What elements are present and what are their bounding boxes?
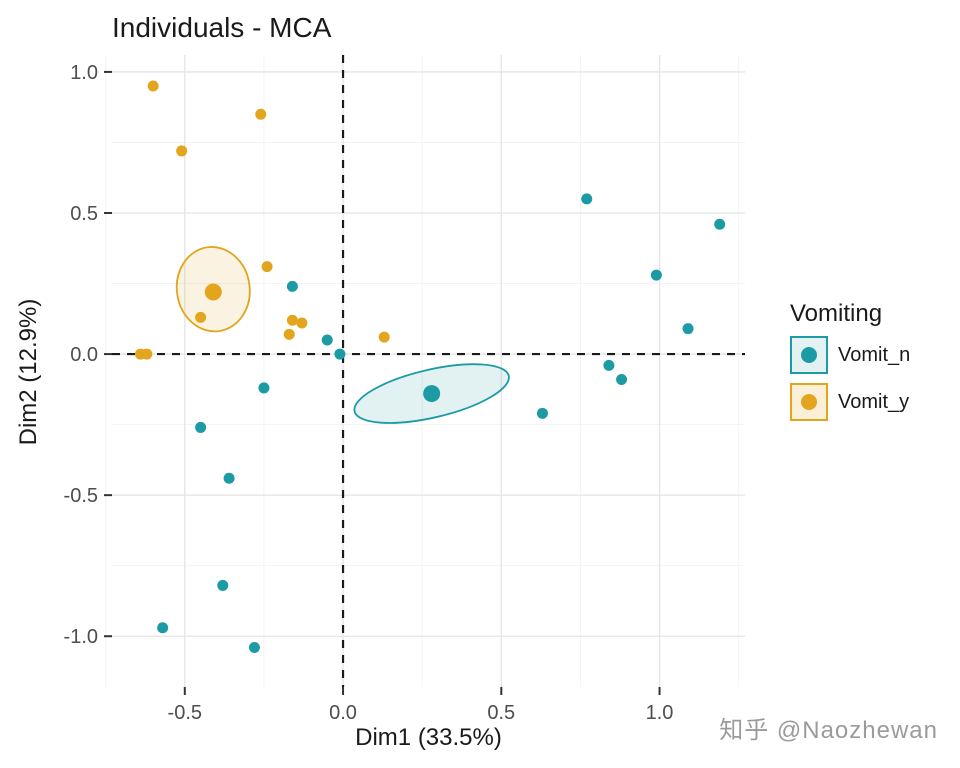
point-vomit_y [176, 145, 188, 157]
watermark: 知乎 @Naozhewan [719, 717, 938, 744]
legend-label: Vomit_y [838, 390, 910, 413]
point-vomit_n [581, 193, 593, 205]
x-tick-label: 0.5 [487, 702, 515, 724]
point-vomit_n [223, 472, 235, 484]
point-vomit_n [682, 323, 694, 335]
point-vomit_n [157, 622, 169, 634]
y-tick-label: -0.5 [64, 485, 98, 507]
point-vomit_n [321, 334, 333, 346]
point-vomit_y [296, 317, 308, 329]
point-vomit_n [217, 579, 229, 591]
legend-title: Vomiting [790, 300, 883, 327]
point-vomit_n [286, 280, 298, 292]
legend-items: Vomit_n Vomit_y [790, 336, 910, 421]
point-vomit_y [261, 261, 273, 273]
legend-dot-icon [801, 394, 817, 410]
point-vomit_y [283, 328, 295, 340]
point-vomit_n [714, 218, 726, 230]
x-tick-label: 0.0 [329, 702, 357, 724]
legend-key-vomit_y [790, 383, 828, 421]
x-axis-title: Dim1 (33.5%) [355, 724, 502, 751]
legend-dot-icon [801, 347, 817, 363]
y-tick-label: 0.0 [70, 344, 98, 366]
point-vomit_n [334, 348, 346, 360]
x-tick-label: 1.0 [646, 702, 674, 724]
y-tick-label: 1.0 [70, 62, 98, 84]
y-tick-label: 0.5 [70, 203, 98, 225]
y-tick-label: -1.0 [64, 626, 98, 648]
point-vomit_y [141, 348, 153, 360]
point-vomit_y [286, 314, 298, 326]
legend-item-vomit_n: Vomit_n [790, 336, 910, 374]
point-vomit_n [195, 421, 207, 433]
centroid-vomit_n [423, 385, 441, 403]
legend-label: Vomit_n [838, 343, 911, 366]
point-vomit_n [616, 373, 628, 385]
point-vomit_n [650, 269, 662, 281]
chart-title: Individuals - MCA [112, 12, 332, 43]
legend-key-vomit_n [790, 336, 828, 374]
x-tick-label: -0.5 [168, 702, 202, 724]
point-vomit_n [248, 642, 260, 653]
point-vomit_n [603, 359, 615, 371]
point-vomit_y [147, 80, 159, 92]
point-vomit_n [258, 382, 270, 394]
point-vomit_y [195, 311, 207, 323]
point-vomit_y [255, 108, 267, 120]
centroid-vomit_y [204, 283, 222, 301]
y-axis-title: Dim2 (12.9%) [15, 298, 42, 446]
legend-item-vomit_y: Vomit_y [790, 383, 910, 421]
point-vomit_n [536, 407, 548, 419]
legend: Vomiting Vomit_n Vomit_y [790, 300, 910, 430]
point-vomit_y [378, 331, 390, 343]
